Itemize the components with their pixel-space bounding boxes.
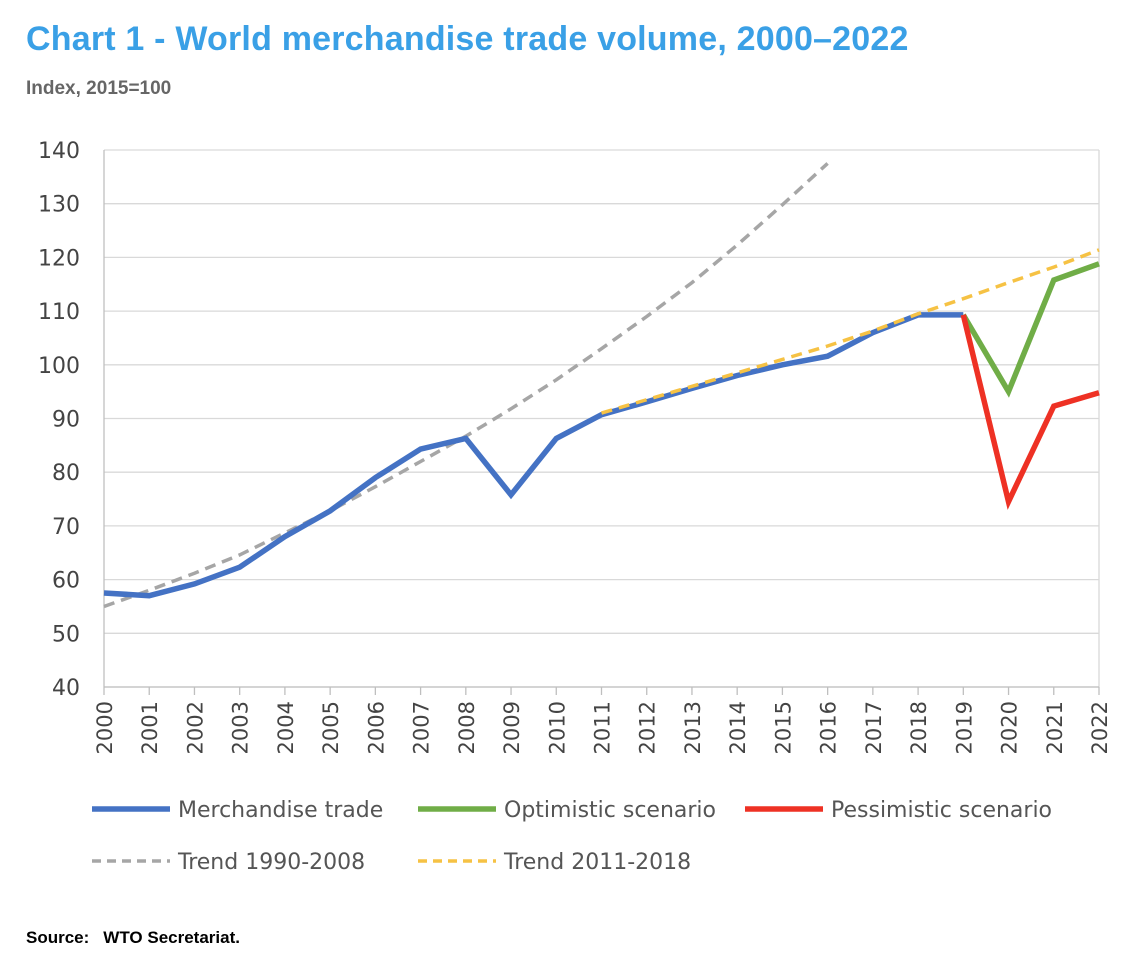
x-tick-label-2017: 2017 [862,701,886,754]
x-tick-label-2009: 2009 [500,701,524,754]
x-tick-label-2006: 2006 [364,701,388,754]
y-tick-label-90: 90 [52,408,80,433]
legend-label-trend-1990-2008: Trend 1990-2008 [177,850,365,875]
x-tick-label-2000: 2000 [93,701,117,754]
series-line-optimistic-scenario [960,261,1100,398]
y-tick-label-120: 120 [38,246,80,271]
y-tick-label-130: 130 [38,193,80,218]
x-tick-label-2001: 2001 [138,701,162,754]
series-line-merchandise-trade [103,312,964,599]
x-tick-label-2014: 2014 [726,701,750,754]
chart-title: Chart 1 - World merchandise trade volume… [26,20,909,58]
axes [103,150,1100,695]
x-tick-label-2002: 2002 [183,701,207,754]
legend: Merchandise trade Optimistic scenario Pess… [92,798,1052,875]
y-tick-label-40: 40 [52,676,80,701]
y-tick-label-80: 80 [52,461,80,486]
x-tick-label-2008: 2008 [455,701,479,754]
x-tick-label-2010: 2010 [545,701,569,754]
x-tick-label-2016: 2016 [817,701,841,754]
source-note: Source: WTO Secretariat. [26,928,240,948]
x-tick-label-2018: 2018 [907,701,931,754]
y-tick-label-100: 100 [38,354,80,379]
x-tick-label-2012: 2012 [636,701,660,754]
series-line-pessimistic-scenario [960,314,1100,510]
y-tick-label-140: 140 [38,139,80,164]
x-axis-tick-labels: 2000 2001 2002 2003 2004 2005 2006 2007 2008 2009… [93,701,1112,754]
series-line-trend-1990-2008 [103,162,829,609]
y-tick-label-110: 110 [38,300,80,325]
x-tick-label-2013: 2013 [681,701,705,754]
source-value: WTO Secretariat. [103,928,240,947]
x-tick-label-2020: 2020 [998,701,1022,754]
y-tick-label-50: 50 [52,622,80,647]
y-tick-label-70: 70 [52,515,80,540]
series-line-trend-2011-2018 [601,248,1100,415]
x-tick-label-2007: 2007 [410,701,434,754]
legend-label-trend-2011-2018: Trend 2011-2018 [503,850,691,875]
x-tick-label-2011: 2011 [591,701,615,754]
x-tick-label-2021: 2021 [1043,701,1067,754]
series-lines [103,162,1100,609]
gridlines [104,149,1099,688]
x-tick-label-2003: 2003 [229,701,253,754]
x-tick-label-2022: 2022 [1088,701,1112,754]
line-chart: 40 50 60 70 80 90 100 110 120 130 140 2000 2001 2002… [38,139,1112,875]
y-axis-tick-labels: 40 50 60 70 80 90 100 110 120 130 140 [38,139,80,701]
x-tick-label-2019: 2019 [952,701,976,754]
legend-label-merchandise-trade: Merchandise trade [178,798,383,823]
legend-label-pessimistic-scenario: Pessimistic scenario [831,798,1052,823]
chart-subtitle: Index, 2015=100 [26,78,172,99]
x-tick-label-2005: 2005 [319,701,343,754]
x-tick-label-2004: 2004 [274,701,298,754]
source-label: Source: [26,928,90,947]
y-tick-label-60: 60 [52,569,80,594]
x-tick-label-2015: 2015 [771,701,795,754]
legend-label-optimistic-scenario: Optimistic scenario [504,798,716,823]
